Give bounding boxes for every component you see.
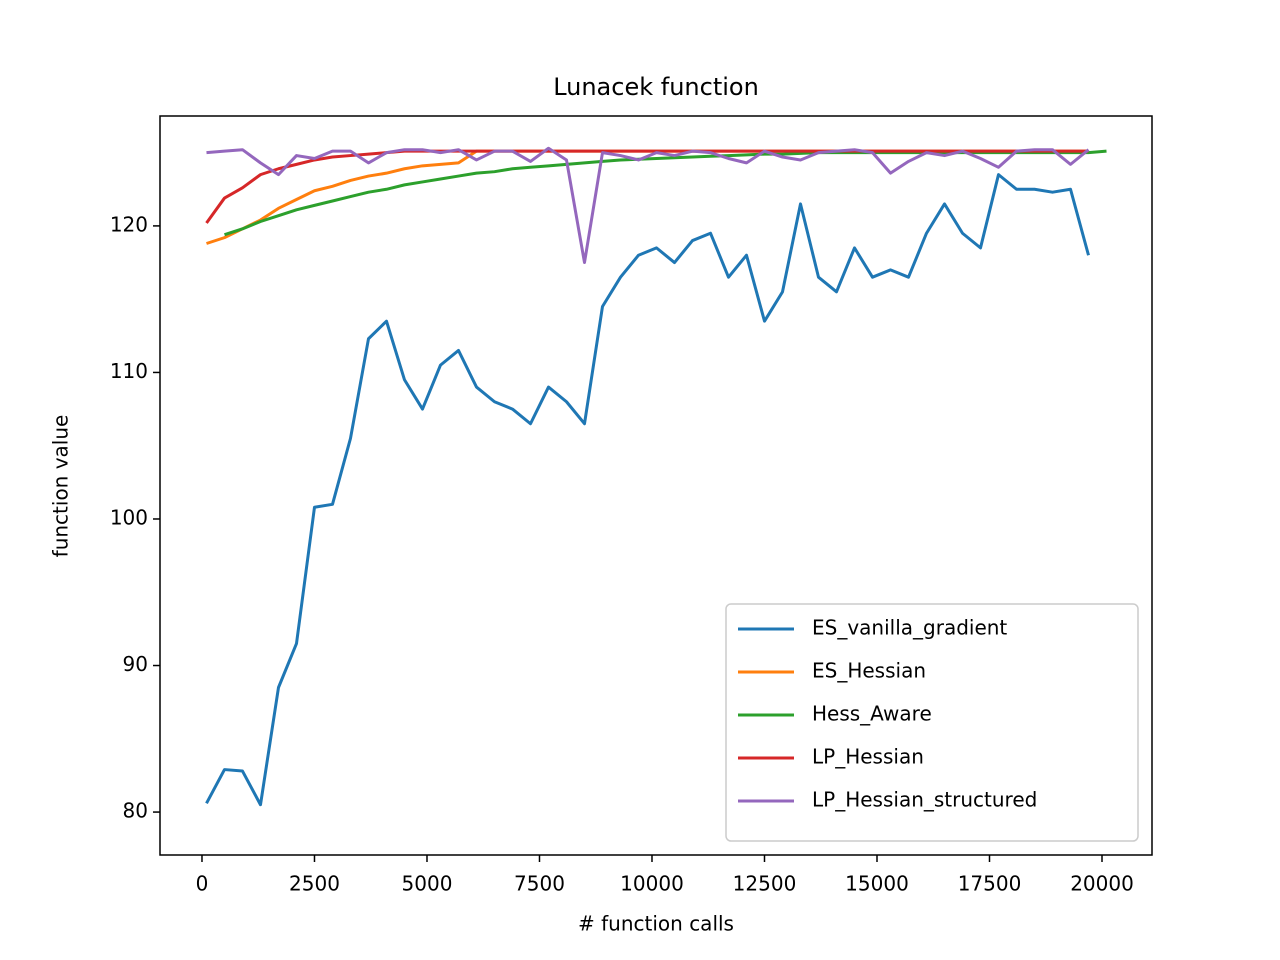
legend-label: LP_Hessian_structured — [812, 788, 1037, 812]
x-tick-label: 17500 — [958, 872, 1022, 896]
series-line — [206, 149, 1089, 245]
chart-title: Lunacek function — [553, 73, 759, 101]
series-line — [205, 149, 1089, 224]
series-line — [205, 173, 1090, 807]
y-tick-label: 110 — [110, 359, 148, 383]
y-tick-label: 80 — [123, 799, 148, 823]
plot-frame — [159, 115, 1153, 856]
y-tick-label: 120 — [110, 212, 148, 236]
y-tick-label: 90 — [123, 652, 148, 676]
legend-label: LP_Hessian — [812, 745, 924, 769]
x-tick-label: 12500 — [733, 872, 797, 896]
x-axis-label: # function calls — [578, 912, 734, 936]
x-tick-label: 20000 — [1070, 872, 1134, 896]
x-tick-label: 2500 — [289, 872, 340, 896]
series-line — [206, 146, 1090, 265]
series-line — [224, 149, 1107, 237]
legend-box — [725, 603, 1139, 842]
x-tick-label: 10000 — [620, 872, 684, 896]
y-tick-label: 100 — [110, 505, 148, 529]
legend-label: ES_Hessian — [812, 659, 926, 683]
x-tick-label: 7500 — [514, 872, 565, 896]
x-tick-label: 5000 — [402, 872, 453, 896]
y-axis-label: function value — [49, 415, 73, 558]
x-tick-label: 15000 — [845, 872, 909, 896]
x-tick-label: 0 — [196, 872, 209, 896]
legend-label: Hess_Aware — [812, 702, 932, 726]
legend-label: ES_vanilla_gradient — [812, 616, 1007, 640]
